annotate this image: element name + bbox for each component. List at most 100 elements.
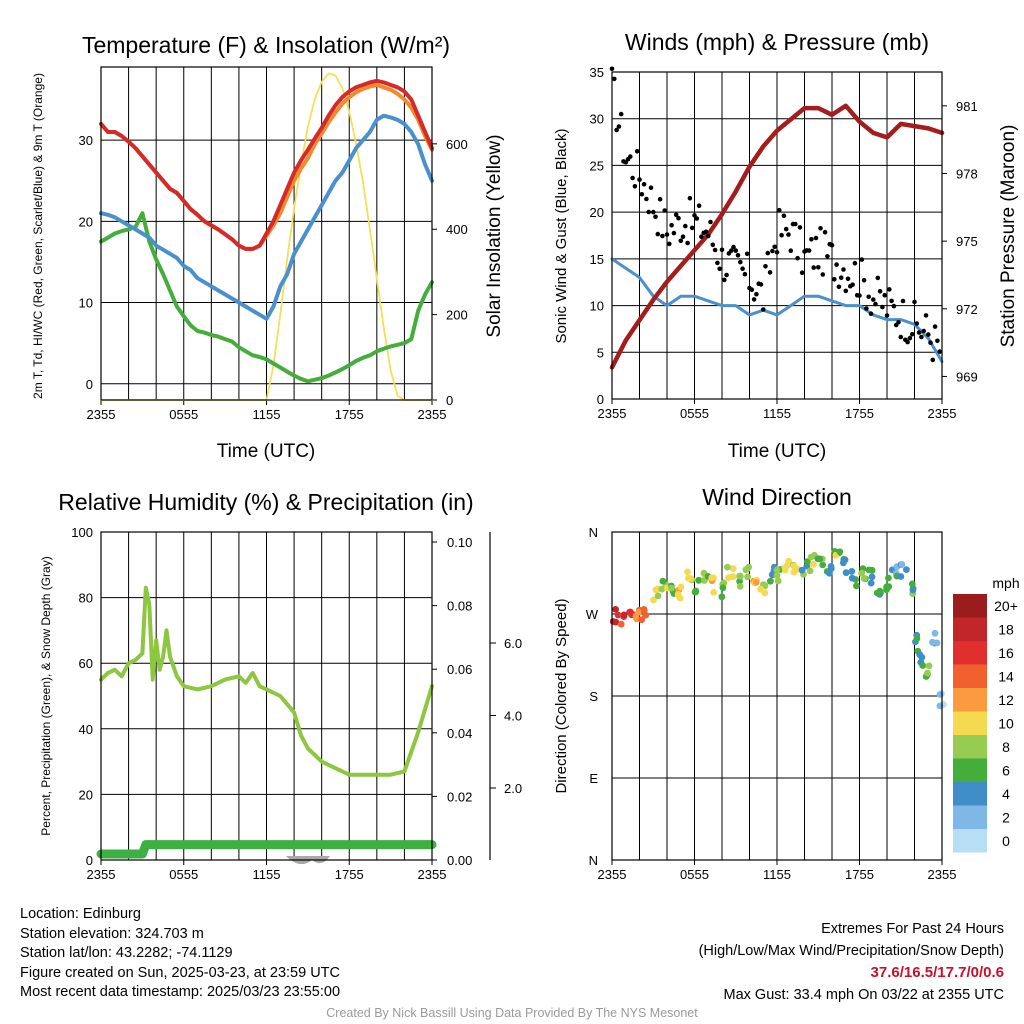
gust-point [708, 219, 713, 225]
gust-point [657, 196, 663, 202]
temp-y-label: 2m T, Td, HI/WC (Red, Green, Scarlet/Blu… [31, 73, 45, 399]
gust-point [857, 293, 862, 298]
temp-title: Temperature (F) & Insolation (W/m²) [82, 32, 450, 58]
colorbar-swatch [953, 829, 987, 853]
max-gust-text: Max Gust: 33.4 mph On 03/22 at 2355 UTC [723, 987, 1004, 1003]
gust-point [937, 349, 942, 354]
direction-point [868, 573, 876, 581]
rh-y-tick-label: 20 [79, 787, 93, 802]
direction-point [658, 585, 666, 593]
latlon-text: Station lat/lon: 43.2282; -74.1129 [20, 945, 233, 961]
direction-point [724, 563, 731, 571]
direction-point [773, 566, 781, 574]
colorbar-swatch [953, 641, 987, 665]
dir-x-tick-label: 2355 [598, 867, 627, 882]
gust-point [740, 266, 745, 272]
gust-point [774, 250, 780, 255]
elevation-text: Station elevation: 324.703 m [20, 925, 204, 942]
gust-point [871, 297, 876, 302]
extremes-title: Extremes For Past 24 Hours [821, 921, 1004, 937]
dir-y-label: Direction (Colored By Speed) [553, 598, 570, 793]
insolation-y-tick-label: 0 [446, 393, 453, 408]
recent-text: Most recent data timestamp: 2025/03/23 2… [20, 984, 341, 1000]
gust-point [777, 207, 782, 213]
direction-point [632, 612, 640, 620]
direction-point [745, 563, 753, 571]
gust-point [916, 330, 922, 335]
gust-point [900, 298, 906, 304]
colorbar-swatch [953, 664, 987, 688]
wind-series-pressure [609, 103, 945, 370]
gust-point [772, 244, 777, 250]
gust-point [859, 257, 865, 262]
dir-y-tick-label: E [589, 771, 598, 786]
gust-point [667, 241, 672, 247]
wind-y-tick-label: 5 [597, 345, 604, 360]
gust-point [653, 214, 658, 220]
gust-point [861, 278, 867, 283]
gust-point [749, 287, 755, 293]
wind-y-tick-label: 0 [597, 392, 604, 407]
gust-point [676, 215, 681, 221]
gust-point [887, 287, 892, 292]
gust-point [875, 275, 881, 281]
direction-point [650, 596, 657, 604]
precip-y-tick-label: 0.00 [447, 853, 472, 868]
gust-point [687, 195, 693, 201]
direction-point [790, 562, 798, 570]
pressure-y-tick-label: 969 [956, 369, 978, 384]
colorbar-label: 4 [1002, 786, 1010, 802]
direction-point [612, 606, 619, 613]
direction-point [684, 568, 691, 576]
rh-title: Relative Humidity (%) & Precipitation (i… [58, 489, 473, 515]
direction-point [931, 629, 939, 637]
rh-x-tick-label: 0555 [169, 867, 198, 882]
direction-point [638, 616, 645, 624]
precip-y-tick-label: 0.02 [447, 789, 472, 804]
pressure-y-tick-label: 978 [956, 166, 978, 181]
gust-point [612, 76, 617, 82]
gust-point [877, 289, 883, 294]
gust-point [896, 320, 901, 325]
colorbar-label: 0 [1002, 833, 1010, 849]
direction-point [620, 611, 628, 619]
wind-y-tick-label: 10 [590, 299, 604, 314]
gust-point [923, 313, 929, 318]
direction-point [867, 579, 875, 587]
dir-x-tick-label: 2355 [928, 867, 957, 882]
wind-title: Winds (mph) & Pressure (mb) [625, 29, 929, 55]
rh-y-tick-label: 60 [79, 656, 93, 671]
gust-point [770, 248, 775, 254]
gust-point [822, 229, 828, 235]
dir-y-tick-label: N [589, 853, 598, 868]
direction-point [848, 568, 856, 575]
snow-y-tick-label: 4.0 [504, 709, 522, 724]
gust-point [699, 234, 704, 239]
gust-point [909, 331, 915, 337]
gust-point [634, 149, 640, 154]
rh-plot-frame [100, 531, 433, 861]
precip-y-tick-label: 0.08 [447, 599, 472, 614]
direction-point [781, 564, 789, 571]
gust-point [742, 271, 748, 277]
station-info: Location: Edinburg Station elevation: 32… [20, 905, 340, 1003]
gust-point [655, 231, 661, 237]
wind-series-sonic [610, 257, 944, 364]
gust-point [630, 175, 635, 181]
gust-point [889, 298, 894, 304]
colorbar-swatch [953, 688, 987, 712]
direction-point [617, 620, 625, 628]
gust-point [662, 208, 667, 213]
gust-point [797, 225, 803, 230]
colorbar-label: 20+ [994, 598, 1018, 614]
pressure-y-label: Station Pressure (Maroon) [998, 125, 1019, 348]
direction-point [848, 574, 856, 582]
direction-point [710, 589, 718, 596]
direction-point [642, 611, 650, 619]
gust-point [673, 212, 679, 218]
gust-point [609, 66, 615, 72]
direction-point [674, 590, 682, 598]
gust-point [664, 232, 670, 237]
direction-point [868, 566, 876, 574]
